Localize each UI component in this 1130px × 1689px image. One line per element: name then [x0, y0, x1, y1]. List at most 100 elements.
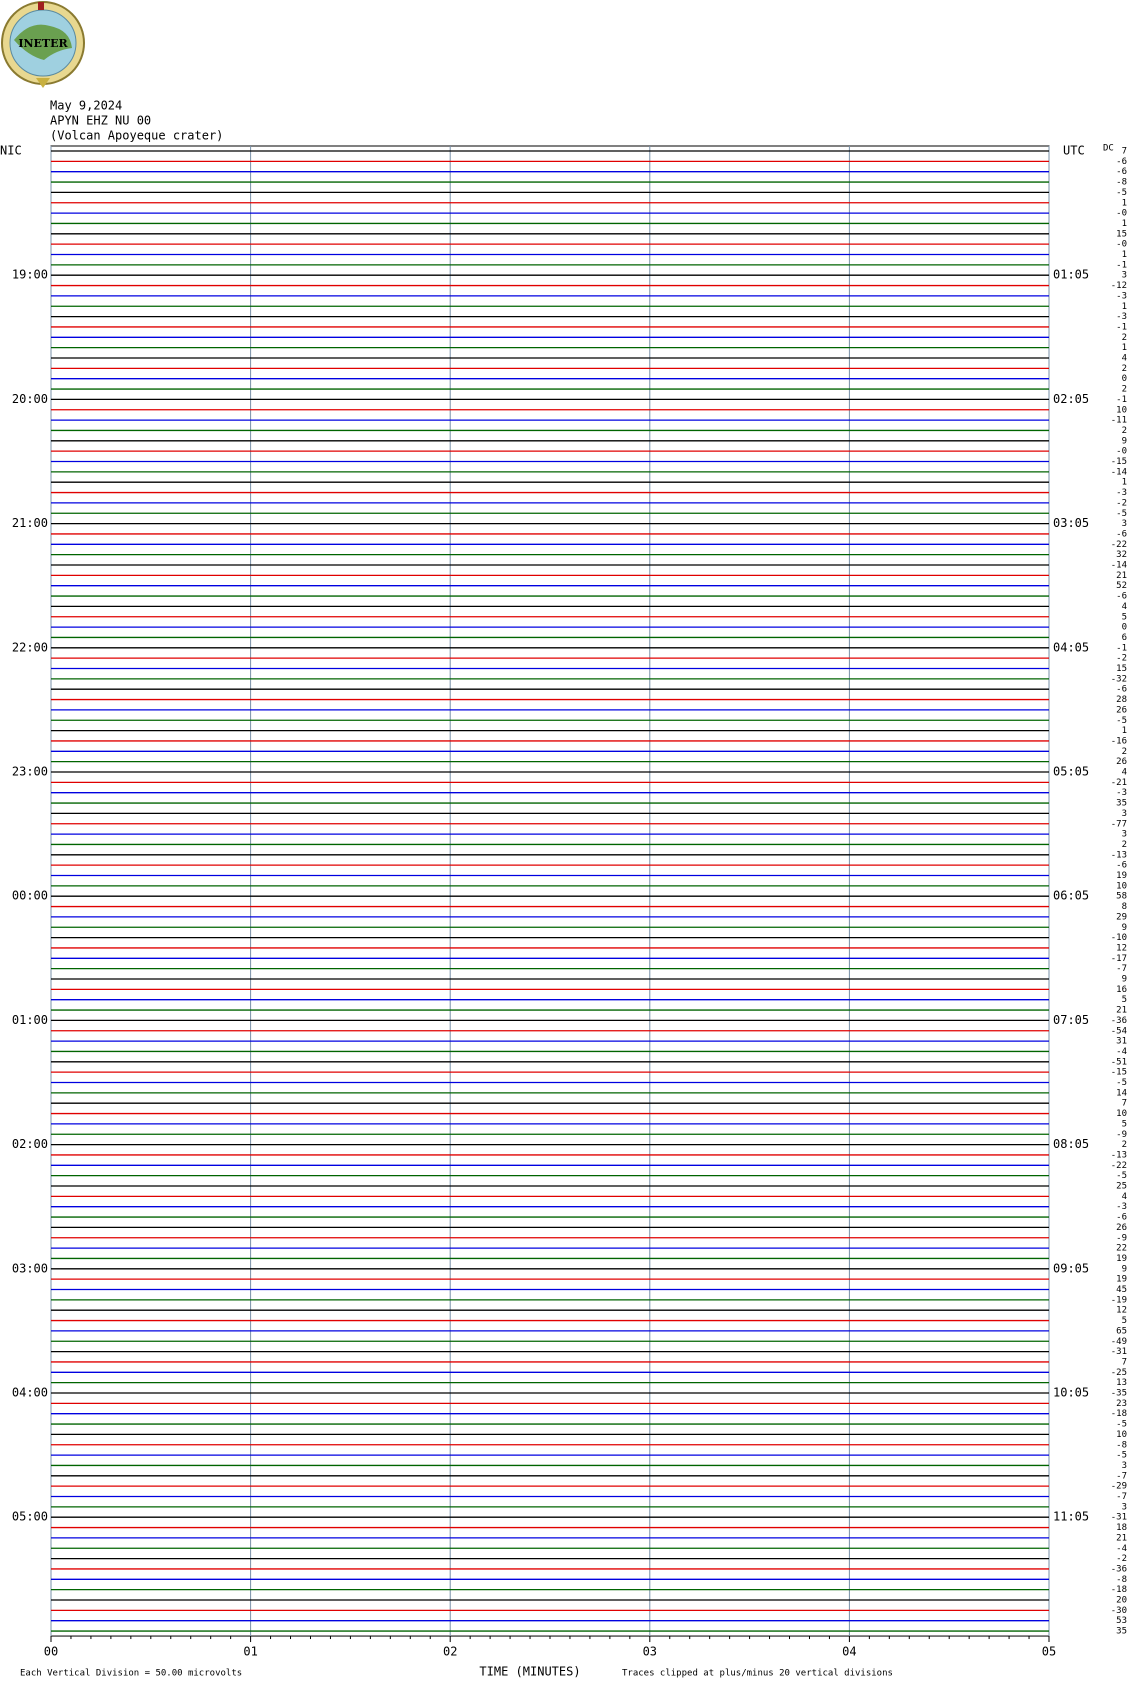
left-hour-label: 02:00 [12, 1137, 48, 1151]
x-tick-label: 00 [44, 1645, 58, 1659]
dc-value: 26 [1116, 1223, 1127, 1233]
x-tick-label: 04 [842, 1645, 856, 1659]
dc-value: -0 [1116, 447, 1127, 457]
left-hour-label: 19:00 [12, 268, 48, 282]
dc-value: 2 [1122, 385, 1127, 395]
dc-value: 8 [1122, 902, 1127, 912]
left-hour-label: 01:00 [12, 1013, 48, 1027]
x-tick-label: 02 [443, 1645, 457, 1659]
right-hour-label: 03:05 [1053, 516, 1089, 530]
dc-value: 3 [1122, 271, 1127, 281]
left-hour-label: 05:00 [12, 1510, 48, 1524]
dc-value: 22 [1116, 1244, 1127, 1254]
dc-value: 9 [1122, 975, 1127, 985]
dc-value: 5 [1122, 1316, 1127, 1326]
dc-value: 19 [1116, 1275, 1127, 1285]
x-tick-label: 01 [243, 1645, 257, 1659]
dc-value: -21 [1111, 778, 1127, 788]
dc-value: 5 [1122, 995, 1127, 1005]
dc-value: -54 [1111, 1026, 1127, 1036]
dc-value: -5 [1116, 1420, 1127, 1430]
dc-value: 9 [1122, 923, 1127, 933]
dc-value: -17 [1111, 954, 1127, 964]
dc-value: -8 [1116, 1440, 1127, 1450]
dc-value: 9 [1122, 436, 1127, 446]
right-hour-label: 07:05 [1053, 1013, 1089, 1027]
dc-value: 12 [1116, 943, 1127, 953]
dc-value: -77 [1111, 819, 1127, 829]
dc-value: 3 [1122, 519, 1127, 529]
dc-value: 13 [1116, 1378, 1127, 1388]
dc-value: -6 [1116, 157, 1127, 167]
dc-title: DC [1103, 144, 1114, 154]
dc-value: 4 [1122, 354, 1127, 364]
dc-value: 53 [1116, 1616, 1127, 1626]
dc-value: -3 [1116, 291, 1127, 301]
dc-value: 15 [1116, 229, 1127, 239]
dc-value: -10 [1111, 933, 1127, 943]
right-hour-label: 04:05 [1053, 640, 1089, 654]
clip-note: Traces clipped at plus/minus 20 vertical… [622, 1669, 893, 1679]
dc-value: 9 [1122, 1264, 1127, 1274]
dc-value: 19 [1116, 871, 1127, 881]
dc-value: 32 [1116, 550, 1127, 560]
dc-value: 1 [1122, 302, 1127, 312]
dc-value: 29 [1116, 912, 1127, 922]
dc-value: -22 [1111, 540, 1127, 550]
left-hour-label: 04:00 [12, 1386, 48, 1400]
dc-value: -0 [1116, 209, 1127, 219]
dc-value: -2 [1116, 498, 1127, 508]
dc-value: -0 [1116, 240, 1127, 250]
dc-value: -6 [1116, 685, 1127, 695]
dc-value: -31 [1111, 1513, 1127, 1523]
logo-text: INETER [18, 37, 68, 50]
dc-value: -22 [1111, 1161, 1127, 1171]
dc-value: -36 [1111, 1016, 1127, 1026]
dc-value: 26 [1116, 757, 1127, 767]
dc-value: 0 [1122, 374, 1127, 384]
right-hour-label: 01:05 [1053, 268, 1089, 282]
dc-value: 3 [1122, 1502, 1127, 1512]
dc-value: -5 [1116, 1451, 1127, 1461]
dc-value: 19 [1116, 1254, 1127, 1264]
dc-value: -12 [1111, 281, 1127, 291]
dc-value: 1 [1122, 219, 1127, 229]
left-hour-label: 22:00 [12, 640, 48, 654]
dc-value: 20 [1116, 1596, 1127, 1606]
dc-value: 25 [1116, 1182, 1127, 1192]
dc-value: 35 [1116, 799, 1127, 809]
dc-value: -6 [1116, 529, 1127, 539]
dc-value: 5 [1122, 1119, 1127, 1129]
dc-value: 52 [1116, 581, 1127, 591]
dc-value: -6 [1116, 1213, 1127, 1223]
dc-value: 7 [1122, 1099, 1127, 1109]
dc-value: -6 [1116, 592, 1127, 602]
left-hour-label: 00:00 [12, 889, 48, 903]
dc-value: 10 [1116, 1109, 1127, 1119]
dc-value: -14 [1111, 467, 1127, 477]
logo: INETER [1, 1, 85, 88]
right-zone: UTC [1063, 144, 1085, 158]
dc-value: -5 [1116, 509, 1127, 519]
dc-value: -3 [1116, 312, 1127, 322]
x-tick-label: 05 [1042, 1645, 1056, 1659]
dc-value: -14 [1111, 561, 1127, 571]
dc-value: 21 [1116, 1533, 1127, 1543]
dc-value: 1 [1122, 478, 1127, 488]
dc-value: -31 [1111, 1347, 1127, 1357]
dc-value: -30 [1111, 1606, 1127, 1616]
dc-value: -6 [1116, 167, 1127, 177]
dc-value: -7 [1116, 964, 1127, 974]
dc-value: 2 [1122, 426, 1127, 436]
dc-value: 6 [1122, 633, 1127, 643]
right-hour-label: 02:05 [1053, 392, 1089, 406]
dc-value: -19 [1111, 1295, 1127, 1305]
dc-value: 12 [1116, 1306, 1127, 1316]
dc-value: 0 [1122, 623, 1127, 633]
left-hour-label: 23:00 [12, 765, 48, 779]
dc-value: -7 [1116, 1492, 1127, 1502]
dc-value: 10 [1116, 881, 1127, 891]
right-hour-label: 05:05 [1053, 765, 1089, 779]
dc-value: -11 [1111, 416, 1127, 426]
dc-value: 15 [1116, 664, 1127, 674]
